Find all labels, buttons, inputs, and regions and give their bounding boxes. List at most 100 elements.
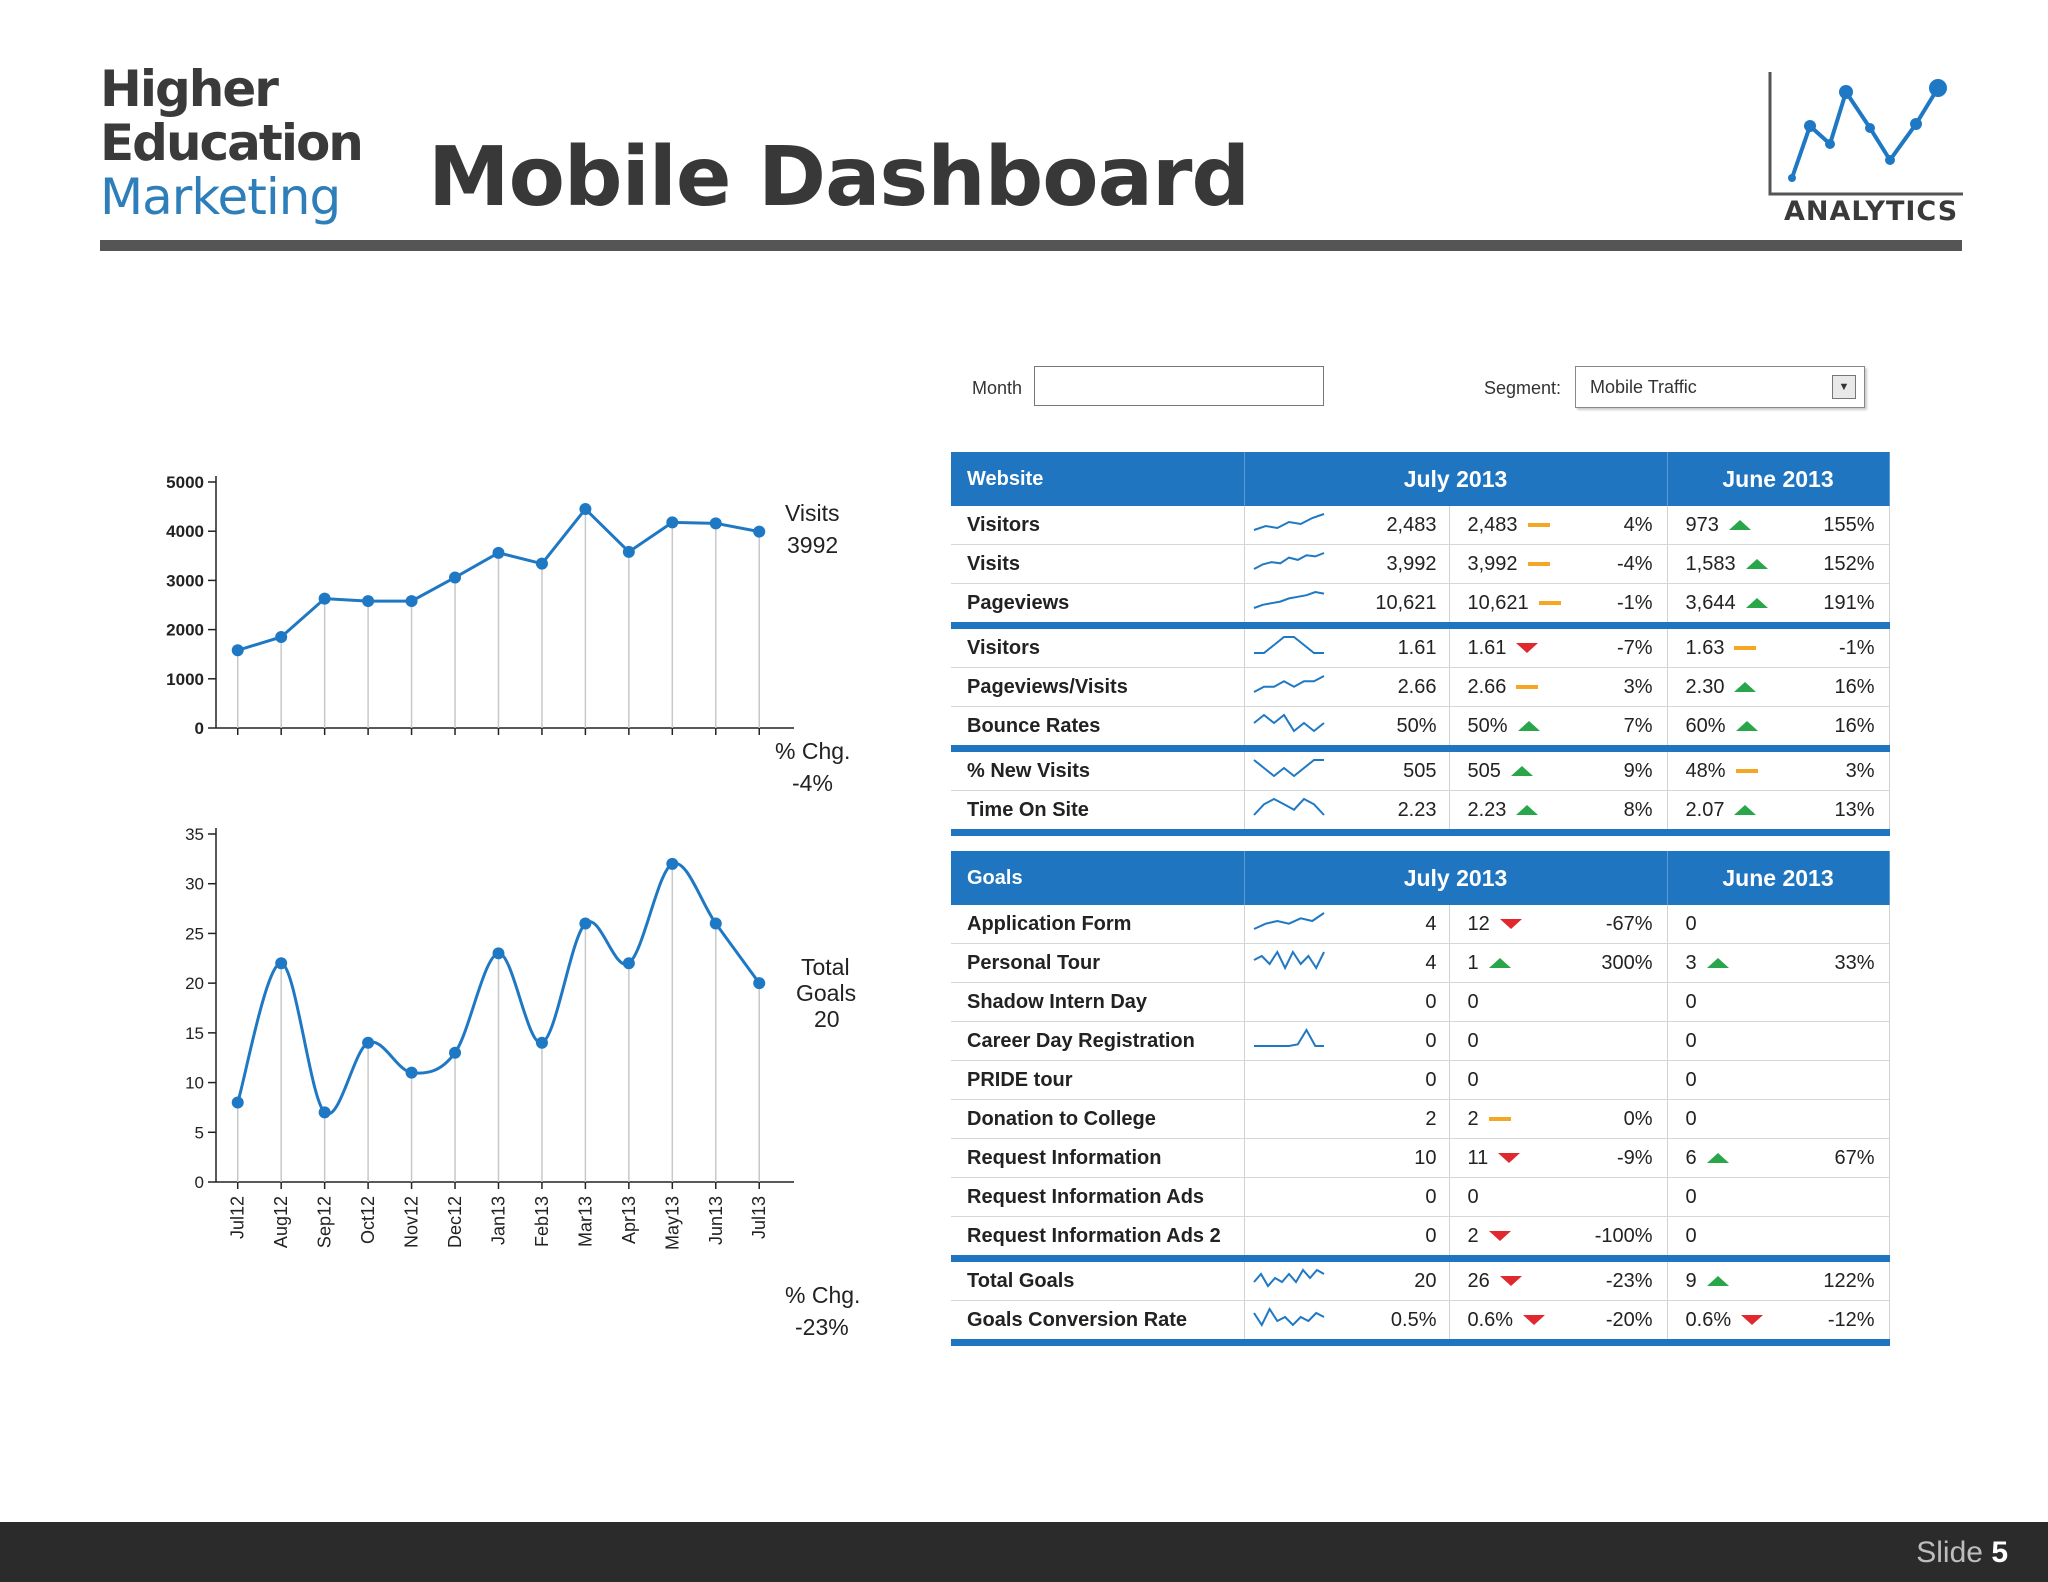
previous-cell: 3,992 -4% [1449,544,1668,584]
previous-cell: 2.23 8% [1449,790,1668,836]
previous-cell: 1.61 -7% [1449,622,1668,668]
data-point [709,517,722,530]
visits-series-label: Visits [785,500,840,526]
sparkline [1254,1027,1325,1047]
visits-change-value: -4% [792,770,833,796]
year-ago-cell: 3,644 191% [1667,583,1890,626]
goals-line-chart: 0 5 10 15 20 25 30 35 Jul12 Aug12 Sep12 Oct12 Nov12 D… [185,825,794,1250]
previous-cell: 1 300% [1449,943,1668,983]
metric-name: Request Information Ads [951,1177,1245,1217]
sparkline [1253,797,1325,816]
previous-cell: 0 [1449,1021,1668,1061]
previous-cell: 2.66 3% [1449,667,1668,707]
goals-series-label-1: Total [801,954,850,980]
previous-trend [1498,1270,1524,1293]
data-point [231,644,244,657]
data-point [362,1036,375,1049]
y-tick-label: 25 [185,924,204,943]
y-tick-label: 5 [195,1123,204,1142]
analytics-label: ANALYTICS [1784,196,1959,227]
down-arrow-icon [1516,643,1539,654]
x-tick-label: Oct12 [358,1196,378,1244]
sparkline-cell [1244,1060,1334,1100]
year-ago-value: 2.07 [1685,798,1725,821]
year-ago-cell: 3 33% [1667,943,1890,983]
year-ago-change: 152% [1823,552,1875,575]
goals-change-label: % Chg. [785,1282,861,1308]
year-ago-change: -12% [1827,1308,1875,1331]
year-ago-cell: 48% 3% [1667,745,1890,791]
metric-name: Total Goals [951,1255,1245,1301]
year-ago-value: 1.63 [1685,636,1725,659]
data-point [405,1066,418,1079]
sparkline-cell [1244,1177,1334,1217]
metric-name: Goals Conversion Rate [951,1300,1245,1346]
y-tick-label: 2000 [166,621,204,640]
data-point [275,957,288,970]
previous-cell: 0 [1449,1060,1668,1100]
brand-logo: Higher Education Marketing [100,62,364,224]
metric-name: Request Information [951,1138,1245,1178]
goals-current-value: 20 [814,1006,840,1032]
data-point [492,947,505,960]
sparkline-cell [1244,790,1334,836]
sparkline-cell [1244,544,1334,584]
table-row: Request Information 10 11 -9% 6 67% [951,1138,1890,1178]
metric-name: Application Form [951,905,1245,944]
table-row: PRIDE tour 0 0 0 [951,1060,1890,1100]
sparkline [1253,552,1325,570]
logo-line-2: Education [100,114,364,172]
data-point [535,1036,548,1049]
year-ago-value: 0 [1685,912,1697,935]
previous-change: -7% [1616,636,1653,659]
sparkline-cell [1244,1138,1334,1178]
up-arrow-icon [1510,766,1533,777]
previous-cell: 0 [1449,982,1668,1022]
metric-name: Bounce Rates [951,706,1245,749]
year-ago-cell: 0 [1667,1177,1890,1217]
data-point [492,546,505,559]
sparkline-cell [1244,622,1334,668]
previous-change: -100% [1594,1224,1653,1247]
table-row: Shadow Intern Day 0 0 0 [951,982,1890,1022]
data-point [362,595,375,608]
data-point [275,630,288,643]
up-arrow-icon [1745,598,1768,609]
sparkline-cell [1244,506,1334,545]
previous-cell: 505 9% [1449,745,1668,791]
up-arrow-icon [1734,682,1757,693]
sparkline-cell [1244,1099,1334,1139]
slide-number-value: 5 [1991,1536,2008,1569]
x-tick-label: Jun13 [706,1196,726,1245]
current-value: 10 [1334,1138,1450,1178]
segment-value: Mobile Traffic [1590,377,1697,397]
flat-dash-icon [1527,523,1550,528]
table-row: Visitors 2,483 2,483 4% 973 155% [951,506,1890,545]
year-ago-value: 0 [1685,990,1697,1013]
month-input[interactable] [1034,366,1324,406]
previous-trend [1514,799,1540,822]
previous-trend [1487,1108,1513,1131]
table-row: Time On Site 2.23 2.23 8% 2.07 13% [951,790,1890,836]
sparkline-cell [1244,583,1334,626]
table-row: Donation to College 2 2 0% 0 [951,1099,1890,1139]
metric-name: PRIDE tour [951,1060,1245,1100]
year-ago-change: 122% [1823,1269,1875,1292]
up-arrow-icon [1745,559,1768,570]
goals-series-label-2: Goals [796,980,857,1006]
sparkline-cell [1244,943,1334,983]
flat-dash-icon [1538,601,1561,606]
year-ago-change: 33% [1834,951,1875,974]
year-ago-cell: 0 [1667,1060,1890,1100]
sparkline [1253,1268,1325,1288]
current-value: 4 [1334,943,1450,983]
previous-value: 2.66 [1467,675,1507,698]
current-value: 2 [1334,1099,1450,1139]
up-arrow-icon [1516,805,1539,816]
sparkline-cell [1244,982,1334,1022]
chevron-down-icon[interactable]: ▼ [1832,375,1856,399]
previous-change: -67% [1605,912,1653,935]
previous-change: 4% [1623,513,1653,536]
segment-select[interactable]: Mobile Traffic ▼ [1575,366,1865,408]
y-tick-label: 35 [185,825,204,844]
